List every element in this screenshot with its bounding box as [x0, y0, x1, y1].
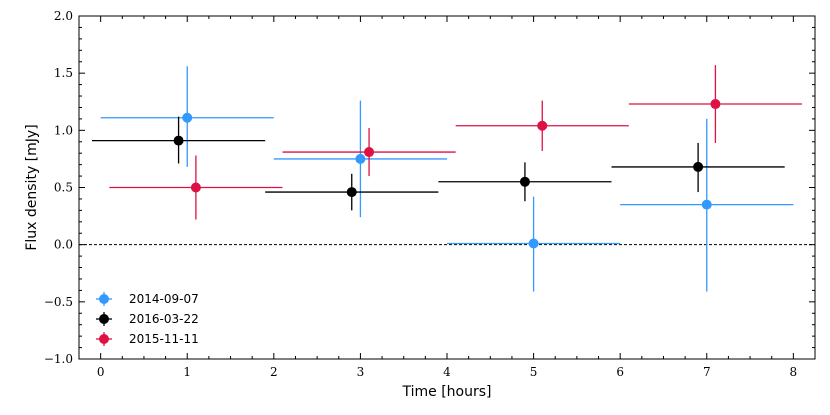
data-point	[364, 147, 375, 158]
legend-entry: 2015-11-11	[96, 332, 199, 346]
legend-marker	[99, 294, 109, 304]
legend-label: 2014-09-07	[129, 292, 199, 306]
x-tick-label: 5	[530, 365, 538, 379]
y-tick-label: 2.0	[54, 9, 73, 23]
series-2014-09-07	[100, 66, 794, 292]
data-point	[519, 176, 530, 187]
y-tick-label: −1.0	[44, 352, 73, 366]
y-tick-label: 0.5	[54, 181, 73, 195]
data-point	[346, 187, 357, 198]
x-tick-label: 2	[270, 365, 278, 379]
legend-label: 2015-11-11	[129, 332, 199, 346]
series-2015-11-11	[109, 65, 803, 220]
plot-area: 0 1 2 3 4 5 6 7 8 −1.0 −0.5 0.0 0.5 1.0 1.5 2.0	[44, 9, 816, 379]
data-point	[173, 135, 184, 146]
data-point	[182, 112, 193, 123]
ticks-layer: 0 1 2 3 4 5 6 7 8 −1.0 −0.5 0.0 0.5 1.0 1.5 2.0	[44, 9, 816, 379]
y-axis-label: Flux density [mJy]	[24, 124, 40, 250]
legend-marker	[99, 314, 109, 324]
x-tick-label: 3	[357, 365, 365, 379]
legend-entry: 2016-03-22	[96, 312, 199, 326]
data-point	[355, 153, 366, 164]
data-point	[693, 161, 704, 172]
series-layer	[91, 65, 803, 292]
data-point	[710, 99, 721, 110]
x-tick-label: 4	[443, 365, 451, 379]
x-tick-label: 8	[790, 365, 798, 379]
data-point	[190, 182, 201, 193]
data-point	[528, 238, 539, 249]
legend-marker	[99, 334, 109, 344]
y-tick-label: −0.5	[44, 295, 73, 309]
legend: 2014-09-07 2016-03-22 2015-11-11	[96, 292, 199, 346]
legend-label: 2016-03-22	[129, 312, 199, 326]
x-tick-label: 1	[183, 365, 191, 379]
series-2016-03-22	[91, 116, 785, 211]
y-tick-label: 1.5	[54, 66, 73, 80]
data-point	[537, 120, 548, 131]
y-tick-label: 0.0	[54, 238, 73, 252]
y-tick-label: 1.0	[54, 123, 73, 137]
x-tick-label: 6	[616, 365, 624, 379]
x-tick-label: 7	[703, 365, 711, 379]
x-axis-label: Time [hours]	[402, 384, 492, 400]
data-point	[701, 199, 712, 210]
x-tick-label: 0	[97, 365, 105, 379]
legend-entry: 2014-09-07	[96, 292, 199, 306]
